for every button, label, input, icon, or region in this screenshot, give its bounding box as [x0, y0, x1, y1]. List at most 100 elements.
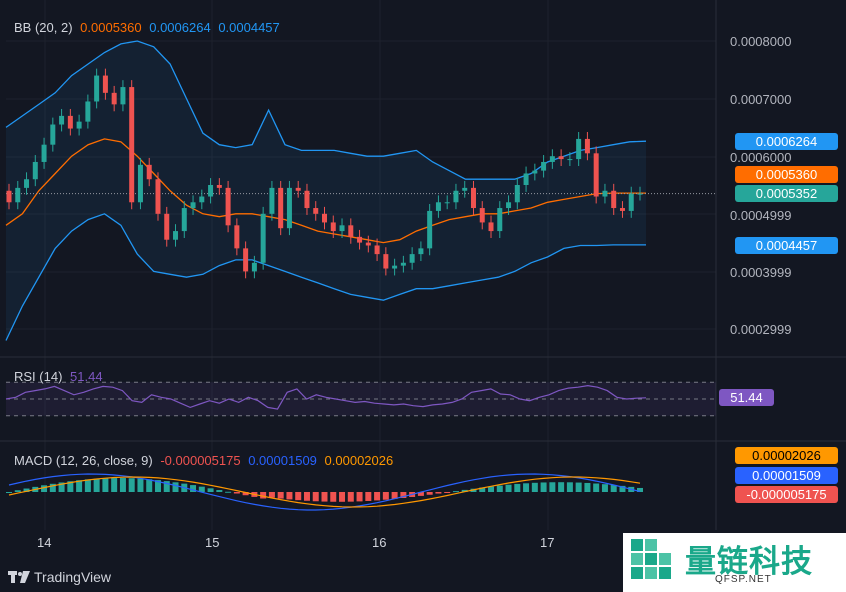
macd-histogram-bar [566, 482, 573, 492]
rsi-title: RSI (14) [14, 369, 63, 384]
macd-histogram-bar [531, 482, 538, 492]
bb-title: BB (20, 2) [14, 20, 73, 35]
bollinger-band-fill [6, 41, 646, 341]
price-tick: 0.0003999 [730, 265, 792, 280]
macd-histogram-bar [558, 482, 565, 492]
candle-body [427, 210, 433, 249]
macd-histogram-bar [382, 492, 389, 500]
macd-histogram-bar [347, 492, 354, 502]
watermark: 量链科技 QFSP.NET [623, 533, 846, 592]
macd-histogram-value: -0.000005175 [160, 453, 241, 468]
macd-histogram-bar [391, 492, 398, 499]
candle-body [374, 245, 380, 255]
candle-body [497, 208, 503, 232]
candle-body [409, 254, 415, 263]
candle-body [619, 208, 625, 211]
macd-histogram-bar [417, 492, 424, 496]
candle-body [514, 185, 520, 203]
macd-histogram-bar [584, 482, 591, 492]
date-tick: 14 [37, 535, 52, 550]
tradingview-icon [8, 571, 30, 583]
candle-body [611, 190, 617, 209]
candle-body [251, 262, 257, 272]
macd-histogram-bar [172, 482, 179, 492]
macd-histogram-bar [137, 478, 144, 492]
macd-histogram-bar [339, 492, 346, 502]
macd-histogram-bar [330, 492, 337, 502]
macd-legend[interactable]: MACD (12, 26, close, 9) -0.000005175 0.0… [14, 453, 393, 468]
macd-histogram-bar [84, 479, 91, 492]
candle-body [584, 138, 590, 154]
macd-histogram-bar [479, 487, 486, 492]
macd-histogram-bar [496, 485, 503, 492]
macd-histogram-bar [321, 492, 328, 502]
candle-body [549, 156, 555, 162]
candle-body [286, 187, 292, 229]
candle-body [470, 187, 476, 209]
macd-histogram-tag: -0.000005175 [735, 486, 838, 503]
candle-body [59, 115, 65, 125]
macd-histogram-bar [549, 482, 556, 492]
bb-basis-line [5, 138, 646, 244]
candle-body [278, 187, 284, 229]
candle-body [120, 87, 126, 105]
macd-histogram-bar [637, 487, 643, 492]
macd-signal-value: 0.00002026 [324, 453, 394, 468]
rsi-legend[interactable]: RSI (14) 51.44 [14, 369, 103, 384]
macd-line-tag: 0.00001509 [735, 467, 838, 484]
price-tick: 0.0007000 [730, 92, 792, 107]
candle-body [243, 248, 249, 272]
watermark-subtitle: QFSP.NET [715, 574, 772, 585]
candle-body [216, 185, 222, 188]
candle-body [558, 156, 564, 160]
candle-body [76, 121, 82, 129]
macd-histogram-bar [111, 478, 118, 492]
candle-body [137, 164, 143, 203]
candle-body [453, 190, 459, 203]
candle-body [129, 87, 135, 203]
macd-histogram-bar [242, 492, 249, 496]
candle-body [383, 254, 389, 269]
candle-body [173, 231, 179, 240]
macd-histogram-bar [356, 492, 363, 502]
candle-body [567, 159, 573, 161]
macd-histogram-bar [154, 480, 161, 492]
macd-histogram-bar [461, 489, 468, 492]
watermark-logo-icon [631, 539, 671, 579]
candle-body [146, 164, 152, 180]
bb-upper-value: 0.0006264 [149, 20, 211, 35]
candle-body [602, 190, 608, 197]
macd-histogram-bar [277, 492, 284, 499]
macd-histogram-bar [303, 492, 310, 501]
candle-body [576, 138, 582, 160]
macd-histogram-bar [400, 492, 407, 498]
candle-body [181, 208, 187, 232]
candle-body [330, 222, 336, 232]
candle-body [339, 225, 345, 232]
date-tick: 16 [372, 535, 387, 550]
macd-histogram-bar [67, 481, 74, 492]
macd-histogram-bar [14, 490, 21, 492]
macd-histogram-bar [119, 478, 126, 492]
macd-histogram-bar [268, 492, 275, 498]
tradingview-text: TradingView [34, 569, 112, 585]
candle-body [593, 153, 599, 197]
macd-histogram-bar [523, 483, 530, 492]
macd-histogram-bar [49, 483, 56, 492]
last-price-tag: 0.0005352 [735, 185, 838, 202]
watermark-title: 量链科技 [685, 544, 813, 579]
bb-legend[interactable]: BB (20, 2) 0.0005360 0.0006264 0.0004457 [14, 20, 280, 35]
candle-body [304, 190, 310, 209]
macd-histogram-bar [435, 492, 442, 494]
candle-body [628, 193, 634, 211]
candle-body [400, 262, 406, 266]
candle-body [637, 193, 643, 195]
macd-pane [6, 473, 643, 511]
macd-histogram-bar [601, 484, 608, 492]
bb-upper-tag: 0.0006264 [735, 133, 838, 150]
tradingview-logo[interactable]: TradingView [8, 569, 111, 585]
macd-histogram-bar [225, 491, 232, 493]
candle-body [225, 187, 231, 226]
macd-histogram-bar [216, 490, 223, 492]
